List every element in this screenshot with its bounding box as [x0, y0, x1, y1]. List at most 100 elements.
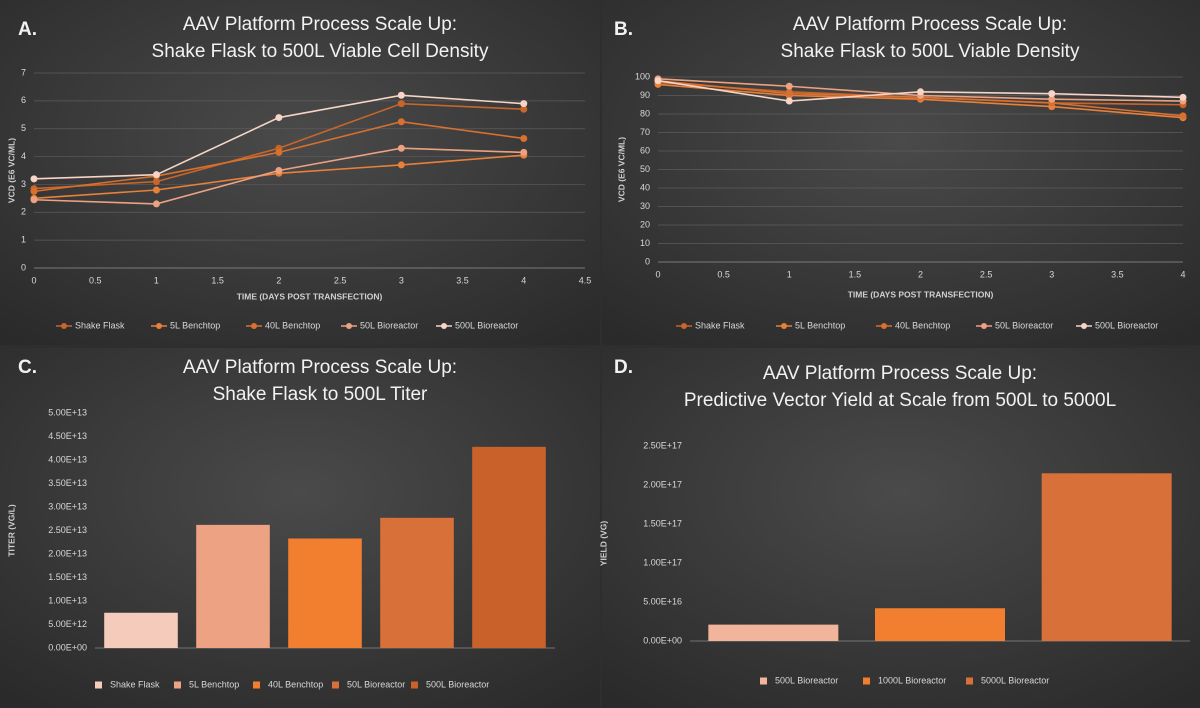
legend-swatch	[174, 681, 181, 689]
legend-label: 40L Benchtop	[265, 320, 320, 330]
data-point	[397, 118, 405, 126]
legend-label: 500L Bioreactor	[775, 675, 838, 685]
legend-label: 500L Bioreactor	[1095, 320, 1158, 330]
bar	[104, 612, 178, 648]
bar	[196, 524, 270, 648]
legend-swatch	[411, 681, 418, 689]
y-tick-label: 4.50E+13	[48, 431, 87, 441]
x-tick-label: 3.5	[1111, 269, 1124, 279]
y-tick-label: 40	[640, 182, 650, 192]
y-tick-label: 20	[640, 219, 650, 229]
x-tick-label: 1	[787, 269, 792, 279]
y-tick-label: 7	[21, 67, 26, 77]
data-point	[917, 88, 924, 96]
data-point	[1048, 95, 1056, 103]
y-tick-label: 5.00E+16	[643, 596, 682, 606]
y-tick-label: 3	[21, 179, 26, 189]
data-point	[152, 178, 160, 186]
x-tick-label: 1	[154, 275, 159, 285]
y-tick-label: 2.00E+13	[48, 548, 87, 558]
chart-title: Shake Flask to 500L Titer	[213, 384, 428, 405]
data-point	[397, 100, 405, 108]
data-point	[654, 77, 662, 85]
legend-marker	[441, 323, 447, 329]
y-tick-label: 5	[21, 123, 26, 133]
panel-label: C.	[18, 357, 37, 378]
y-tick-label: 90	[640, 90, 650, 100]
legend-swatch	[966, 677, 973, 685]
bar	[472, 446, 546, 648]
chart-title: AAV Platform Process Scale Up:	[183, 357, 457, 378]
legend-label: 5L Benchtop	[189, 679, 239, 689]
bar	[288, 538, 362, 648]
x-tick-label: 0.5	[717, 269, 730, 279]
x-tick-label: 3.5	[456, 275, 469, 285]
data-point	[275, 167, 283, 174]
data-point	[520, 100, 528, 108]
y-tick-label: 4	[21, 151, 26, 161]
y-tick-label: 10	[640, 238, 650, 248]
y-axis-label: VCD (E6 VC/ML)	[616, 137, 626, 202]
y-tick-label: 5.00E+12	[48, 619, 87, 629]
y-axis-label: YIELD (VG)	[598, 521, 608, 567]
legend-marker	[981, 323, 987, 329]
x-axis-label: TIME (DAYS POST TRANSFECTION)	[237, 291, 383, 301]
legend-label: 5L Benchtop	[795, 320, 845, 330]
data-point	[1179, 93, 1187, 101]
y-axis-label: TITER (VG/L)	[6, 504, 16, 557]
legend-label: 500L Bioreactor	[426, 679, 489, 689]
x-tick-label: 3	[1049, 269, 1054, 279]
data-point	[275, 114, 283, 122]
x-tick-label: 2.5	[980, 269, 993, 279]
y-tick-label: 0.00E+00	[643, 635, 682, 645]
bar	[1041, 473, 1172, 641]
data-point	[275, 148, 283, 156]
legend-marker	[346, 323, 352, 329]
legend-swatch	[253, 681, 260, 689]
data-point	[152, 200, 160, 208]
y-tick-label: 30	[640, 201, 650, 211]
y-tick-label: 100	[635, 71, 650, 81]
y-tick-label: 3.50E+13	[48, 478, 87, 488]
legend-label: 5000L Bioreactor	[981, 675, 1049, 685]
y-tick-label: 1.50E+17	[643, 518, 682, 528]
y-tick-label: 50	[640, 164, 650, 174]
y-tick-label: 5.00E+13	[48, 407, 87, 417]
bar	[380, 517, 454, 648]
chart-title: Predictive Vector Yield at Scale from 50…	[684, 390, 1116, 411]
chart-title: Shake Flask to 500L Viable Cell Density	[152, 41, 489, 62]
y-tick-label: 0	[21, 262, 26, 272]
legend-label: Shake Flask	[695, 320, 745, 330]
data-point	[785, 90, 793, 98]
data-point	[397, 144, 405, 152]
chart-title: Shake Flask to 500L Viable Density	[781, 41, 1080, 62]
legend-label: Shake Flask	[110, 679, 160, 689]
x-tick-label: 4	[521, 275, 526, 285]
x-tick-label: 1.5	[211, 275, 224, 285]
x-tick-label: 3	[399, 275, 404, 285]
y-tick-label: 3.00E+13	[48, 501, 87, 511]
y-tick-label: 4.00E+13	[48, 454, 87, 464]
legend-swatch	[863, 677, 870, 685]
y-tick-label: 60	[640, 145, 650, 155]
data-point	[152, 171, 160, 179]
data-point	[1179, 112, 1187, 120]
legend-label: 500L Bioreactor	[455, 320, 518, 330]
legend-marker	[251, 323, 257, 329]
chart-title: AAV Platform Process Scale Up:	[183, 14, 457, 35]
y-tick-label: 1.50E+13	[48, 572, 87, 582]
data-point	[520, 148, 528, 156]
y-tick-label: 1.00E+13	[48, 595, 87, 605]
x-tick-label: 1.5	[849, 269, 862, 279]
legend-swatch	[332, 681, 339, 689]
bar	[708, 624, 839, 641]
y-tick-label: 6	[21, 95, 26, 105]
data-point	[397, 91, 405, 99]
data-point	[520, 134, 528, 142]
y-tick-label: 2	[21, 207, 26, 217]
y-tick-label: 1	[21, 235, 26, 245]
legend-marker	[681, 323, 687, 329]
legend-label: 50L Bioreactor	[347, 679, 405, 689]
data-point	[30, 196, 38, 204]
